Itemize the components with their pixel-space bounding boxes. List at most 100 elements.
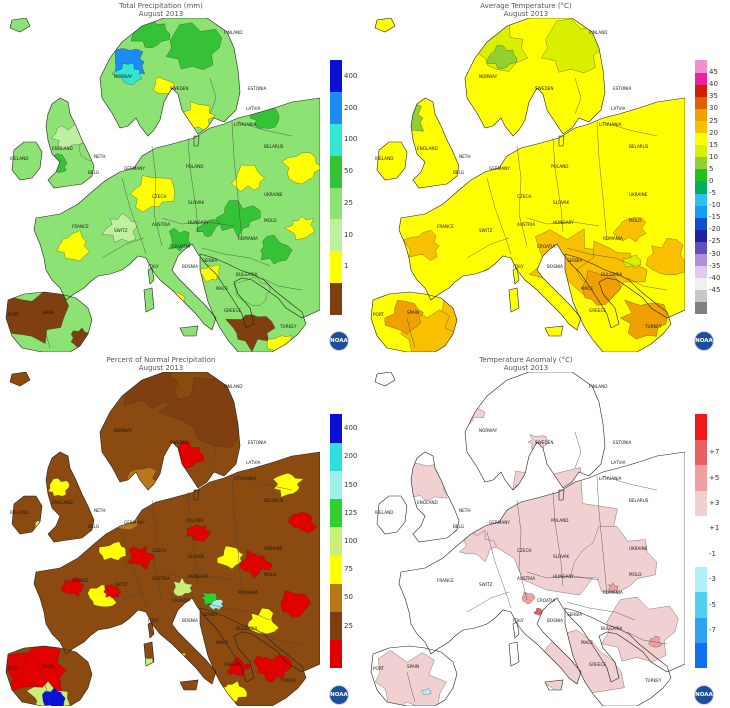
colorbar-tick-label: 1 <box>344 262 349 271</box>
country-label: SWITZ <box>114 582 128 587</box>
country-border <box>187 491 199 587</box>
map-subtitle: August 2013 <box>503 364 549 372</box>
colorbar-swatch <box>695 617 707 644</box>
country-label: UKRAINE <box>629 192 648 197</box>
country-label: SPAIN <box>407 310 419 315</box>
land-ireland <box>12 142 42 180</box>
value-region <box>168 227 191 252</box>
noaa-logo: NOAA <box>329 685 349 705</box>
country-label: SWEDEN <box>170 440 188 445</box>
country-label: ROMANIA <box>603 590 623 595</box>
country-label: TURKEY <box>279 324 297 329</box>
country-label: LATVIA <box>246 460 261 465</box>
value-region <box>22 447 42 464</box>
country-label: GERMANY <box>489 166 510 171</box>
value-region <box>390 102 424 135</box>
value-region <box>98 541 127 561</box>
value-region <box>288 511 318 534</box>
country-label: BOSNIA <box>182 618 198 623</box>
country-border <box>486 531 512 609</box>
country-label: IRELAND <box>10 510 28 515</box>
value-region <box>459 530 497 562</box>
country-label: BELARUS <box>264 144 284 149</box>
country-label: SERBIA <box>567 612 582 617</box>
country-label: PORT <box>373 666 384 671</box>
colorbar-swatch <box>330 526 342 556</box>
colorbar-tick-label: +7 <box>709 448 720 457</box>
country-label: LITHUANIA <box>599 122 622 127</box>
country-border <box>161 571 235 581</box>
country-label: GERMANY <box>124 166 145 171</box>
country-border <box>552 491 564 587</box>
value-region <box>284 216 315 241</box>
country-label: TURKEY <box>279 678 297 683</box>
country-border <box>566 601 636 621</box>
value-region <box>47 478 70 497</box>
country-label: NETH <box>94 154 106 159</box>
value-region <box>608 582 619 593</box>
coastline <box>143 641 155 667</box>
value-region <box>231 164 265 192</box>
country-label: LATVIA <box>611 460 626 465</box>
colorbar-tick-label: 5 <box>709 164 714 173</box>
coastline <box>9 18 31 33</box>
map-title: Temperature Anomaly (°C) <box>479 356 573 364</box>
coastline <box>143 287 155 313</box>
colorbar-tick-label: 100 <box>344 135 358 144</box>
country-label: SLOVAK <box>188 200 205 205</box>
colorbar-swatch <box>695 414 707 440</box>
land-sardinia <box>509 642 519 666</box>
colorbar-swatch <box>330 218 342 251</box>
coastline <box>398 97 685 331</box>
country-label: AUSTRIA <box>152 576 170 581</box>
value-region <box>56 230 90 262</box>
country-border <box>101 591 145 613</box>
colorbar-swatch <box>695 132 707 146</box>
coastline <box>9 372 31 387</box>
colorbar-swatch <box>330 91 342 124</box>
land-sicily <box>180 680 198 690</box>
colorbar-tick-label: 25 <box>344 198 353 207</box>
colorbar-swatch <box>330 442 342 471</box>
country-label: MACE <box>581 640 593 645</box>
value-region <box>612 217 647 243</box>
coastline <box>147 267 155 285</box>
value-region <box>99 497 140 531</box>
colorbar-swatch <box>695 241 707 255</box>
country-label: MOLD <box>629 572 641 577</box>
coastline <box>99 372 241 491</box>
colorbar-swatch <box>330 155 342 188</box>
land-gotland <box>194 490 199 500</box>
coastline <box>33 97 320 331</box>
country-border <box>151 145 163 247</box>
colorbar-tick-label: 50 <box>344 593 353 602</box>
land-gb <box>46 452 94 542</box>
colorbar-swatch <box>695 277 707 291</box>
country-label: PORT <box>373 312 384 317</box>
country-label: LATVIA <box>246 106 261 111</box>
country-label: SLOVAK <box>553 554 570 559</box>
value-region <box>215 200 261 238</box>
country-label: GREECE <box>589 662 606 667</box>
map-subtitle: August 2013 <box>138 10 184 18</box>
country-label: GERMANY <box>124 520 145 525</box>
country-label: IRELAND <box>10 156 28 161</box>
map-area: FINLAND NORWAY SWEDEN ESTONIA LATVIA LITHUANI… <box>367 372 685 706</box>
colorbar-swatch <box>695 229 707 242</box>
land-ireland <box>377 496 407 534</box>
country-label: SERBIA <box>202 258 217 263</box>
coastline <box>199 607 307 706</box>
country-label: CZECH <box>517 194 532 199</box>
coastline <box>199 253 307 352</box>
country-label: POLAND <box>186 164 203 169</box>
value-region <box>648 635 663 648</box>
value-region <box>280 590 311 618</box>
value-region <box>185 524 212 543</box>
country-label: MOLD <box>629 218 641 223</box>
country-label: UKRAINE <box>629 546 648 551</box>
colorbar-tick-label: 25 <box>344 621 353 630</box>
country-label: CROATIA <box>172 244 190 249</box>
colorbar-swatch <box>695 168 707 182</box>
colorbar-swatch <box>695 96 707 109</box>
colorbar-swatch <box>695 193 707 206</box>
